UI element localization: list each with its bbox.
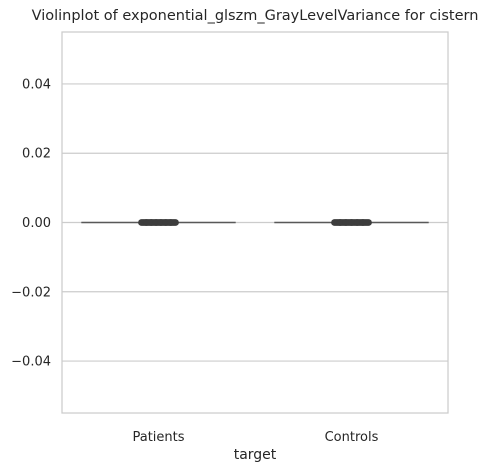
- data-point: [359, 219, 367, 226]
- data-point: [331, 219, 338, 226]
- data-point: [172, 219, 179, 226]
- plot-area-frame: [61, 31, 449, 414]
- data-point: [152, 219, 160, 226]
- y-axis-ticks: 0.04 0.02 0.00 −0.02 −0.04: [11, 77, 51, 369]
- data-point: [365, 219, 372, 226]
- y-tick-label: 0.04: [22, 77, 51, 92]
- x-axis-ticks: Patients Controls: [132, 430, 378, 445]
- data-point: [142, 219, 150, 226]
- data-point: [342, 219, 350, 226]
- data-point: [138, 219, 145, 226]
- data-point: [162, 219, 170, 226]
- chart-title: Violinplot of exponential_glszm_GrayLeve…: [32, 8, 479, 24]
- data-point: [147, 219, 155, 226]
- x-tick-label: Controls: [325, 430, 379, 445]
- violin-marks: [81, 219, 429, 226]
- y-tick-label: −0.04: [11, 355, 51, 370]
- data-point: [348, 219, 355, 226]
- y-tick-label: −0.02: [11, 285, 51, 300]
- x-axis-label: target: [234, 447, 277, 463]
- x-tick-label: Patients: [132, 430, 184, 445]
- data-point: [353, 219, 361, 226]
- data-point: [157, 219, 165, 226]
- y-tick-label: 0.02: [22, 147, 51, 162]
- y-tick-label: 0.00: [22, 216, 51, 231]
- data-point: [336, 219, 344, 226]
- data-point: [167, 219, 175, 226]
